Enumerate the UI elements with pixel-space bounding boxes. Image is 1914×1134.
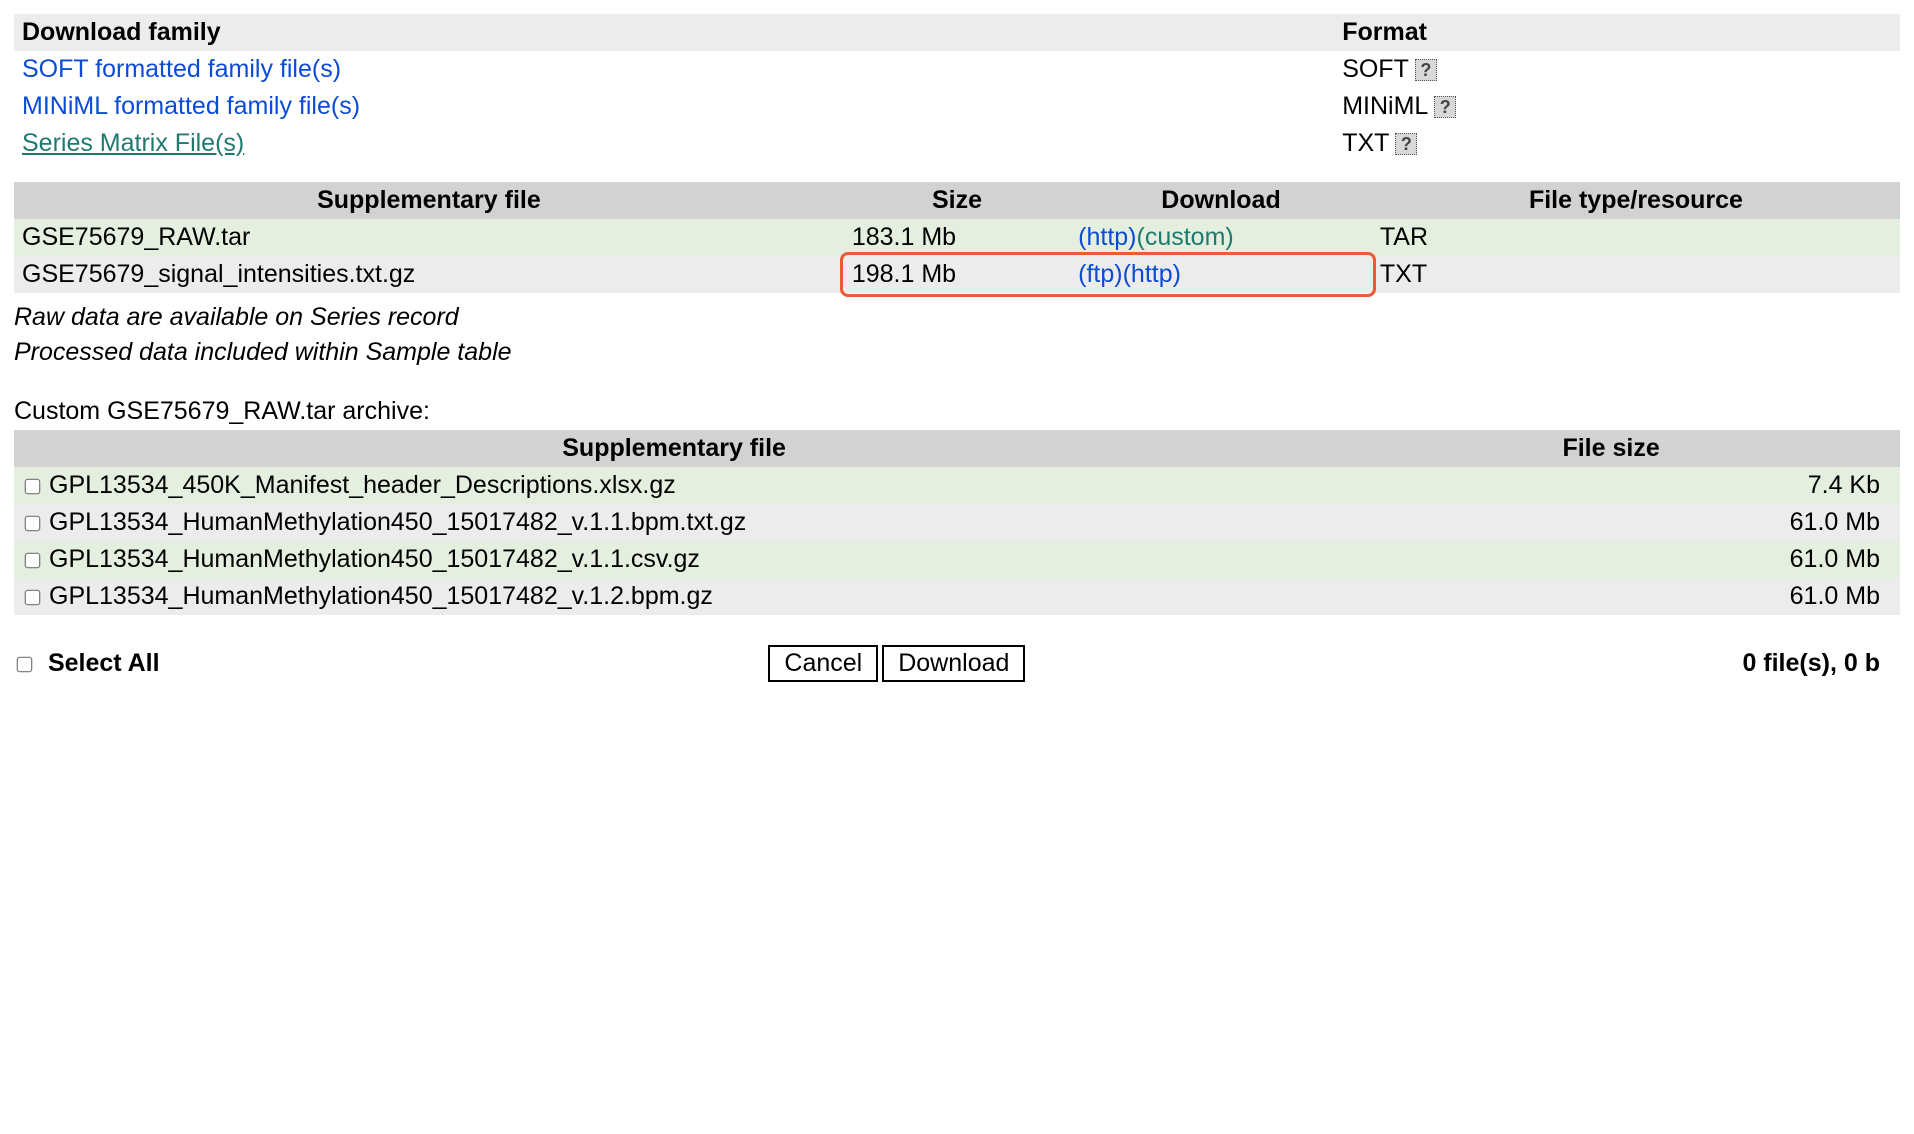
archive-checkbox[interactable]: [25, 590, 41, 606]
archive-file: GPL13534_HumanMethylation450_15017482_v.…: [49, 545, 700, 573]
cancel-button[interactable]: Cancel: [768, 645, 878, 682]
family-header-download: Download family: [14, 14, 1334, 51]
supp-header-download: Download: [1070, 182, 1372, 219]
help-icon[interactable]: ?: [1395, 133, 1417, 155]
archive-file: GPL13534_HumanMethylation450_15017482_v.…: [49, 582, 713, 610]
custom-archive-label: Custom GSE75679_RAW.tar archive:: [14, 397, 1900, 426]
family-link[interactable]: Series Matrix File(s): [22, 129, 244, 157]
note-line: Processed data included within Sample ta…: [14, 338, 1900, 367]
download-link[interactable]: (http): [1123, 260, 1181, 288]
archive-checkbox[interactable]: [25, 553, 41, 569]
supp-size: 198.1 Mb: [844, 256, 1070, 293]
supp-size: 183.1 Mb: [844, 219, 1070, 256]
supp-header-file: Supplementary file: [14, 182, 844, 219]
archive-size: 61.0 Mb: [1334, 578, 1900, 615]
archive-header-file: Supplementary file: [14, 430, 1334, 467]
family-format: TXT: [1342, 129, 1389, 157]
selection-summary: 0 file(s), 0 b: [1334, 649, 1900, 678]
family-format: MINiML: [1342, 92, 1428, 120]
download-button[interactable]: Download: [882, 645, 1025, 682]
supp-type: TXT: [1372, 256, 1900, 293]
supp-download-cell: (http)(custom): [1070, 219, 1372, 256]
archive-checkbox[interactable]: [25, 479, 41, 495]
download-link[interactable]: (ftp): [1078, 260, 1122, 288]
supp-type: TAR: [1372, 219, 1900, 256]
archive-header-size: File size: [1334, 430, 1900, 467]
footer-row: Select All CancelDownload 0 file(s), 0 b: [14, 645, 1900, 682]
family-header-format: Format: [1334, 14, 1900, 51]
archive-size: 61.0 Mb: [1334, 504, 1900, 541]
download-link[interactable]: (custom): [1137, 223, 1234, 251]
family-format: SOFT: [1342, 55, 1409, 83]
archive-size: 61.0 Mb: [1334, 541, 1900, 578]
supp-header-size: Size: [844, 182, 1070, 219]
help-icon[interactable]: ?: [1415, 59, 1437, 81]
archive-size: 7.4 Kb: [1334, 467, 1900, 504]
supp-download-cell: (ftp)(http): [1070, 256, 1372, 293]
archive-file: GPL13534_450K_Manifest_header_Descriptio…: [49, 471, 676, 499]
supp-header-type: File type/resource: [1372, 182, 1900, 219]
download-family-table: Download family Format SOFT formatted fa…: [14, 14, 1900, 162]
family-link[interactable]: SOFT formatted family file(s): [22, 55, 341, 83]
help-icon[interactable]: ?: [1434, 96, 1456, 118]
archive-table: Supplementary file File size GPL13534_45…: [14, 430, 1900, 615]
notes: Raw data are available on Series record P…: [14, 303, 1900, 367]
archive-checkbox[interactable]: [25, 516, 41, 532]
select-all-checkbox[interactable]: [17, 657, 33, 673]
note-line: Raw data are available on Series record: [14, 303, 1900, 332]
download-link[interactable]: (http): [1078, 223, 1136, 251]
supp-file: GSE75679_signal_intensities.txt.gz: [14, 256, 844, 293]
archive-file: GPL13534_HumanMethylation450_15017482_v.…: [49, 508, 746, 536]
supplementary-table: Supplementary file Size Download File ty…: [14, 182, 1900, 293]
family-link[interactable]: MINiML formatted family file(s): [22, 92, 360, 120]
supp-file: GSE75679_RAW.tar: [14, 219, 844, 256]
select-all-label: Select All: [48, 649, 160, 677]
